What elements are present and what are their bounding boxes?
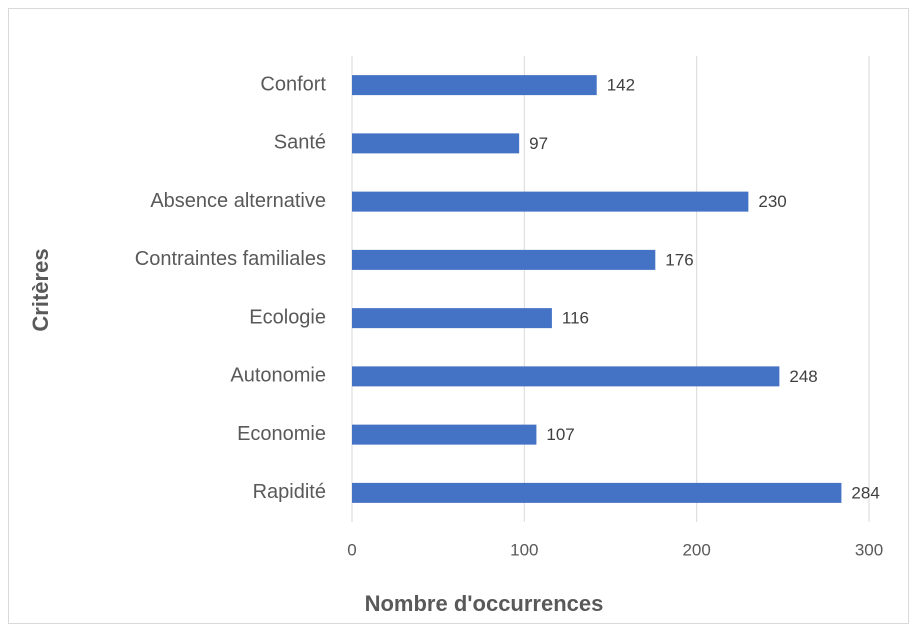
x-axis-title: Nombre d'occurrences [365,591,604,616]
x-tick-label: 200 [682,540,710,559]
data-label: 284 [851,483,879,502]
x-tick-label: 300 [855,540,883,559]
y-tick-label: Economie [237,423,326,445]
bar [352,191,749,212]
x-tick-label: 0 [347,540,356,559]
bar [352,308,552,329]
y-tick-label: Confort [260,73,326,95]
y-tick-label: Rapidité [253,481,326,503]
bar [352,249,656,270]
data-label: 176 [665,250,693,269]
data-label: 142 [607,76,635,95]
bar [352,482,842,503]
bar [352,424,537,445]
y-tick-label: Santé [274,132,326,154]
x-tick-label: 100 [510,540,538,559]
data-label: 116 [562,309,589,328]
y-tick-label: Absence alternative [150,190,326,212]
data-label: 248 [789,367,817,386]
data-label: 230 [758,192,786,211]
y-tick-label: Ecologie [249,306,326,328]
y-tick-label: Contraintes familiales [135,248,326,270]
bar [352,133,520,154]
y-axis-title: Critères [28,248,53,331]
bar [352,75,597,96]
data-label: 97 [529,134,548,153]
data-label: 107 [546,425,574,444]
y-tick-label: Autonomie [230,365,326,387]
bar [352,366,780,387]
